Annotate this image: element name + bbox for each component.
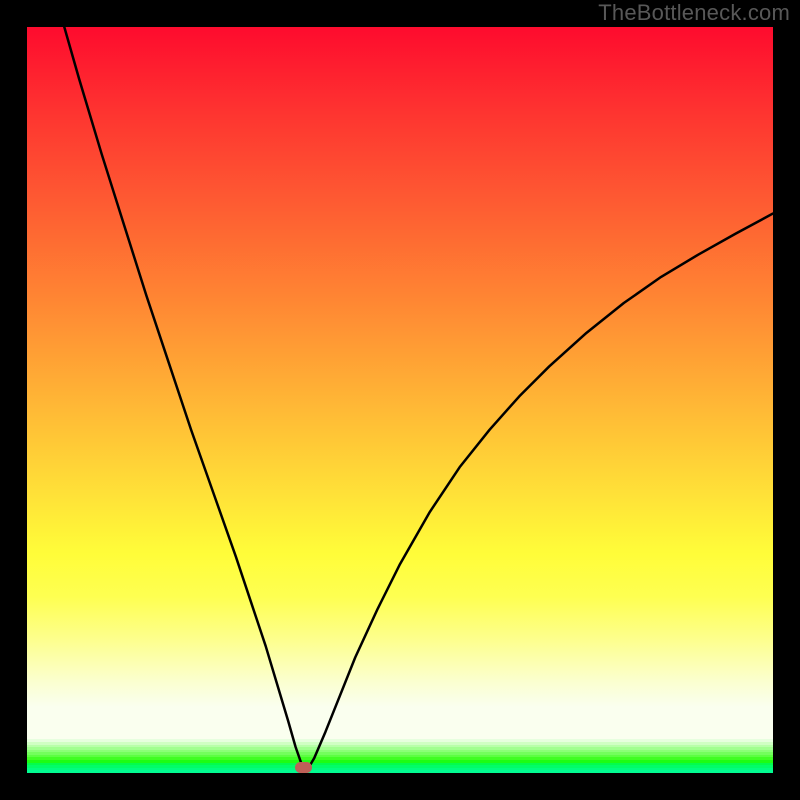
plot-area — [27, 27, 773, 773]
bottleneck-curve — [27, 27, 773, 773]
watermark-text: TheBottleneck.com — [598, 0, 790, 26]
chart-container: TheBottleneck.com — [0, 0, 800, 800]
optimal-point-marker — [295, 762, 312, 773]
